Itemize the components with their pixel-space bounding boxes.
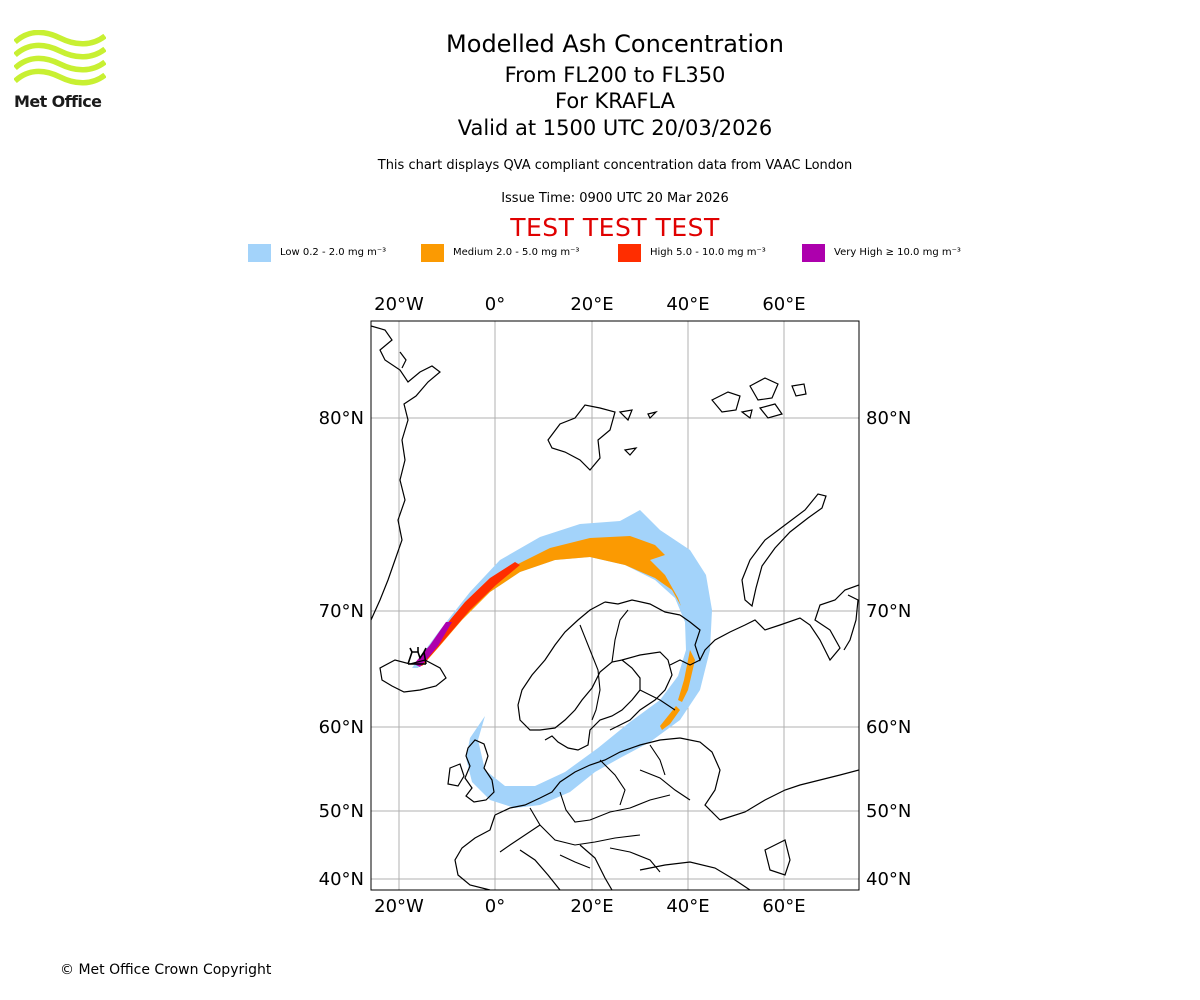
valid-time: Valid at 1500 UTC 20/03/2026 <box>457 116 773 140</box>
ash-medium-patch-2 <box>660 706 680 730</box>
test-banner: TEST TEST TEST <box>510 213 720 242</box>
lat-label-left: 80°N <box>319 408 364 429</box>
lon-label-bottom: 60°E <box>762 896 805 917</box>
lat-label-left: 60°N <box>319 717 364 738</box>
lon-label-top: 60°E <box>762 294 805 315</box>
legend-swatch-very-high <box>802 244 825 262</box>
legend-label-very-high: Very High ≥ 10.0 mg m⁻³ <box>834 247 961 258</box>
copyright: © Met Office Crown Copyright <box>60 962 272 978</box>
lon-label-bottom: 40°E <box>666 896 709 917</box>
lon-label-top: 20°E <box>570 294 613 315</box>
lon-label-bottom: 0° <box>485 896 505 917</box>
gridlines <box>371 321 859 890</box>
lon-label-top: 0° <box>485 294 505 315</box>
lat-label-left: 50°N <box>319 801 364 822</box>
lat-label-right: 40°N <box>866 869 911 890</box>
ash-very-high-region <box>414 622 452 667</box>
lat-label-right: 70°N <box>866 601 911 622</box>
description: This chart displays QVA compliant concen… <box>377 158 853 173</box>
lon-labels-bottom: 20°W 0° 20°E 40°E 60°E <box>374 896 805 917</box>
legend-label-high: High 5.0 - 10.0 mg m⁻³ <box>650 247 766 258</box>
met-office-waves-icon <box>13 29 107 86</box>
coastlines <box>371 325 859 890</box>
ash-high-region <box>416 562 520 666</box>
lon-label-bottom: 20°E <box>570 896 613 917</box>
legend-label-medium: Medium 2.0 - 5.0 mg m⁻³ <box>453 247 580 258</box>
map-frame <box>370 320 860 891</box>
lat-label-right: 60°N <box>866 717 911 738</box>
legend-swatch-high <box>618 244 641 262</box>
lat-label-left: 70°N <box>319 601 364 622</box>
chart-title: Modelled Ash Concentration <box>446 30 784 58</box>
legend-swatch-medium <box>421 244 444 262</box>
legend-label-low: Low 0.2 - 2.0 mg m⁻³ <box>280 247 387 258</box>
lat-label-right: 80°N <box>866 408 911 429</box>
ash-medium-patch <box>678 650 695 702</box>
met-office-logo: Met Office <box>13 29 114 112</box>
issue-time: Issue Time: 0900 UTC 20 Mar 2026 <box>501 191 729 206</box>
lon-labels-top: 20°W 0° 20°E 40°E 60°E <box>374 294 805 315</box>
borders <box>499 609 691 873</box>
lat-label-left: 40°N <box>319 869 364 890</box>
lat-labels-left: 80°N 70°N 60°N 50°N 40°N <box>319 408 364 890</box>
logo-text: Met Office <box>14 92 102 111</box>
lon-label-top: 40°E <box>666 294 709 315</box>
legend-swatch-low <box>248 244 271 262</box>
lon-label-top: 20°W <box>374 294 424 315</box>
volcano-icon <box>407 647 427 665</box>
volcano-name: For KRAFLA <box>555 89 675 113</box>
flight-levels: From FL200 to FL350 <box>504 63 726 87</box>
ash-medium-region <box>418 536 681 666</box>
lon-label-bottom: 20°W <box>374 896 424 917</box>
lat-labels-right: 80°N 70°N 60°N 50°N 40°N <box>866 408 911 890</box>
lat-label-right: 50°N <box>866 801 911 822</box>
